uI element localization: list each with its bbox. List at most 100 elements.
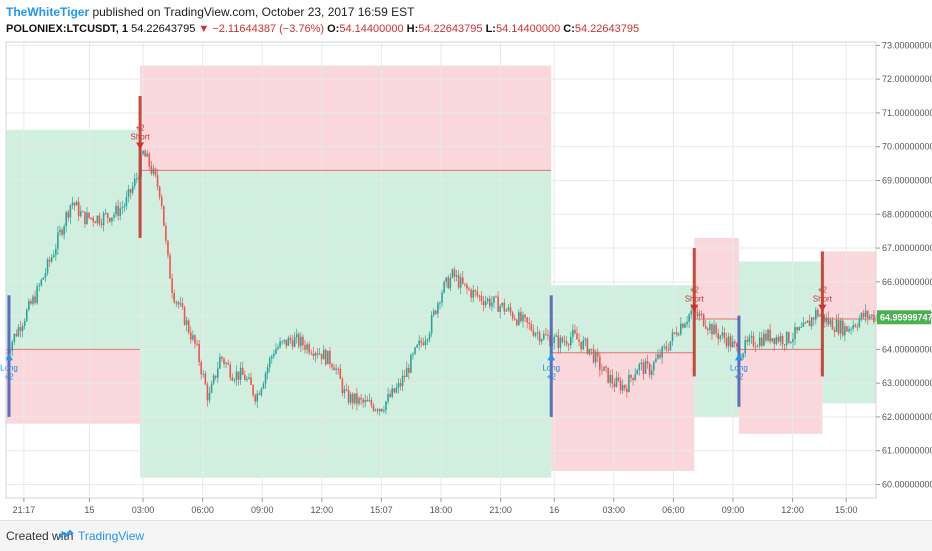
candle-body <box>445 277 447 282</box>
candle-body <box>44 272 47 278</box>
candle-body <box>189 332 192 340</box>
candle-body <box>131 186 134 193</box>
long-arrow-icon <box>547 353 556 361</box>
candle-body <box>486 298 489 302</box>
candle-body <box>873 314 875 322</box>
candle-body <box>395 387 398 393</box>
candle-body <box>518 312 520 325</box>
candle-body <box>324 349 327 365</box>
candle-body <box>823 314 825 323</box>
candle-body <box>848 328 850 332</box>
symbol-label[interactable]: POLONIEX:LTCUSDT, 1 <box>6 23 129 35</box>
candle-body <box>115 205 117 215</box>
candle-body <box>750 335 753 338</box>
candle-body <box>619 380 622 391</box>
candle-body <box>11 341 14 351</box>
red-zone <box>738 349 823 434</box>
candle-body <box>183 307 186 325</box>
candle-body <box>704 325 707 329</box>
long-arrow-icon <box>4 353 13 361</box>
candle-body <box>439 302 441 304</box>
candle-body <box>569 336 572 346</box>
candle-body <box>25 309 28 322</box>
candle-body <box>835 319 838 332</box>
candle-body <box>32 296 34 304</box>
candle-body <box>86 212 88 225</box>
candle-body <box>653 362 655 371</box>
short-arrow-icon <box>818 304 827 312</box>
candle-body <box>196 343 198 345</box>
candle-body <box>636 370 639 375</box>
candle-body <box>343 389 346 393</box>
candle-body <box>52 255 55 258</box>
x-tick-label: 06:00 <box>662 505 685 515</box>
candle-body <box>825 317 827 323</box>
candle-body <box>707 328 709 331</box>
levels-layer <box>6 169 876 354</box>
candle-body <box>335 368 337 371</box>
high-value: 54.22643795 <box>418 23 483 35</box>
candle-body <box>868 316 871 319</box>
candle-body <box>542 334 545 340</box>
candle-body <box>862 312 865 317</box>
candle-body <box>451 269 454 278</box>
short-signal-bar <box>138 96 142 238</box>
candle-body <box>96 215 99 224</box>
candle-body <box>241 367 244 375</box>
candle-body <box>243 374 246 381</box>
candle-body <box>239 367 242 380</box>
candle-body <box>615 377 618 387</box>
candle-body <box>55 248 57 256</box>
candle-body <box>142 150 144 155</box>
candle-body <box>268 358 271 368</box>
candle-body <box>669 341 672 350</box>
created-with-text: Created with <box>6 529 74 543</box>
candle-body <box>752 335 755 347</box>
candle-body <box>221 356 223 359</box>
candle-body <box>605 366 607 368</box>
candle-body <box>462 277 464 284</box>
candle-body <box>156 175 159 187</box>
candle-body <box>175 302 178 304</box>
candle-body <box>258 393 261 395</box>
author-link[interactable]: TheWhiteTiger <box>6 5 90 19</box>
candle-body <box>254 395 256 402</box>
candle-body <box>339 368 342 379</box>
candle-body <box>723 332 726 339</box>
candle-body <box>428 333 431 340</box>
candle-body <box>603 366 605 371</box>
candle-body <box>113 214 115 218</box>
candle-body <box>484 301 487 306</box>
candle-body <box>860 312 863 320</box>
candle-body <box>846 326 848 332</box>
open-label: O: <box>327 23 340 35</box>
long-arrow-icon <box>734 353 743 361</box>
candle-body <box>727 336 730 347</box>
candle-body <box>416 344 418 348</box>
candle-body <box>468 288 470 290</box>
candle-body <box>746 340 749 342</box>
candle-body <box>663 346 666 348</box>
candle-body <box>82 211 84 213</box>
candle-body <box>291 340 294 347</box>
chart-area[interactable]: Long +2 Short +2 Long +2 Short +2 Long +2 Short +2 … <box>0 40 932 520</box>
long-qty-label: +2 <box>547 372 557 381</box>
candle-body <box>117 205 119 216</box>
candle-body <box>127 189 130 197</box>
candle-body <box>391 388 394 397</box>
candle-body <box>364 399 367 403</box>
green-zone <box>140 170 552 478</box>
red-zone <box>6 349 141 424</box>
candle-body <box>61 229 63 235</box>
tradingview-brand-link[interactable]: TradingView <box>78 529 145 543</box>
candle-body <box>297 334 300 347</box>
x-tick-label: 09:00 <box>251 505 274 515</box>
candle-body <box>472 290 474 298</box>
candle-body <box>405 367 408 377</box>
candle-body <box>403 375 406 377</box>
price-chart[interactable]: Long+2Short+2Long+2Short+2Long+2Short+2 … <box>0 40 932 520</box>
last-price-tag <box>877 310 931 325</box>
candle-body <box>414 347 416 354</box>
candle-body <box>644 361 647 374</box>
